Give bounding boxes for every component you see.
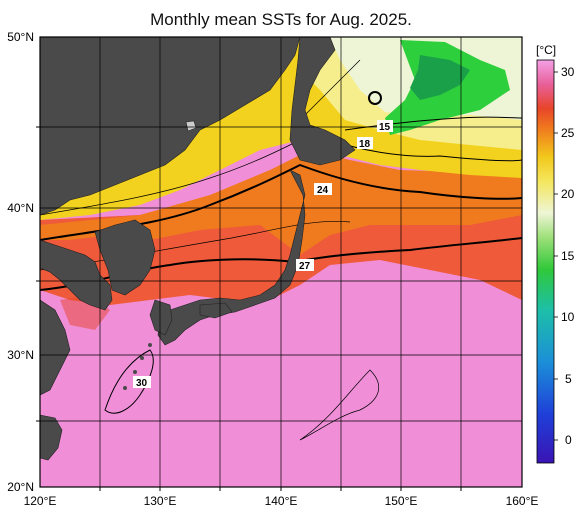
sst-field (40, 37, 522, 487)
colorbar-tick-5: 5 (565, 372, 572, 386)
isotherm-label-27: 27 (296, 259, 314, 272)
land-china-coast (40, 239, 113, 311)
graticule (40, 37, 522, 487)
lon-label-160e: 160°E (506, 494, 539, 508)
colorbar-ticks (554, 71, 558, 441)
sst-band-dark-green (410, 55, 470, 100)
lat-label-50n: 50°N (7, 30, 34, 44)
isotherm-24 (40, 163, 522, 241)
colorbar-tick-15: 15 (561, 249, 575, 263)
isotherm-label-24: 24 (314, 183, 332, 196)
land-china-south (40, 299, 71, 396)
colorbar-tick-25: 25 (561, 126, 575, 140)
isotherm-eddy (368, 91, 382, 105)
svg-text:15: 15 (379, 122, 391, 133)
land-kyushu (149, 299, 173, 336)
lon-label-140e: 140°E (265, 494, 298, 508)
land-sakhalin-hokkaido (289, 37, 356, 166)
frame-ticks (36, 126, 462, 491)
lon-label-130e: 130°E (144, 494, 177, 508)
land (40, 37, 356, 461)
colorbar-tick-30: 30 (561, 65, 575, 79)
svg-text:27: 27 (299, 261, 311, 272)
colorbar-tick-0: 0 (565, 433, 572, 447)
colorbar-tick-10: 10 (561, 310, 575, 324)
land-island (185, 120, 197, 132)
lon-label-120e: 120°E (24, 494, 57, 508)
map-title: Monthly mean SSTs for Aug. 2025. (150, 10, 412, 29)
land-shikoku (199, 302, 233, 319)
isotherm-minor (40, 139, 301, 216)
colorbar-tick-20: 20 (561, 187, 575, 201)
isotherm-minor (299, 369, 380, 441)
lat-label-20n: 20°N (7, 480, 34, 494)
lat-label-40n: 40°N (7, 201, 34, 215)
ryukyu-islands (123, 343, 152, 390)
isotherm-15 (344, 116, 522, 131)
isotherm-label-30: 30 (133, 376, 151, 389)
isotherm-30 (104, 349, 154, 414)
lat-label-30n: 30°N (7, 348, 34, 362)
isotherm-label-18: 18 (357, 137, 373, 150)
colorbar (536, 59, 555, 464)
isotherm-label-15: 15 (377, 120, 393, 133)
svg-text:30: 30 (136, 378, 148, 389)
land-korea (94, 219, 156, 296)
land-continent-north (40, 37, 301, 216)
svg-text:18: 18 (359, 139, 371, 150)
svg-text:24: 24 (317, 185, 329, 196)
lon-label-150e: 150°E (385, 494, 418, 508)
land-taiwan (40, 414, 63, 461)
colorbar-unit: [°C] (536, 43, 556, 57)
